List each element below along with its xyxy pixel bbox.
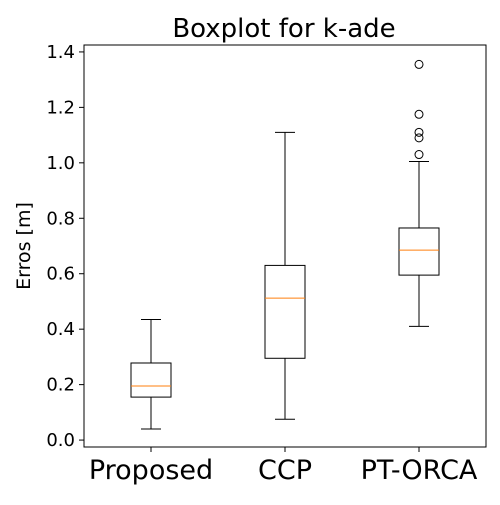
y-tick-label: 0.2 [46, 375, 75, 396]
box-iqr [130, 362, 172, 398]
chart-title: Boxplot for k-ade [172, 14, 395, 44]
outlier-point [414, 133, 424, 143]
y-tick-label: 1.4 [46, 42, 75, 63]
x-tick-label: CCP [258, 455, 312, 486]
x-tick-label: PT-ORCA [361, 455, 478, 486]
plot-area: 0.0 0.2 0.4 0.6 0.8 1.0 1.2 1.4 Proposed CCP PT-OR… [46, 42, 487, 486]
y-tick-label: 0.6 [46, 264, 75, 285]
y-tick-label: 0.0 [46, 430, 75, 451]
outlier-point [414, 150, 424, 160]
outlier-point [414, 109, 424, 119]
outlier-point [414, 59, 424, 69]
box-iqr [398, 227, 440, 276]
y-axis-label: Erros [m] [13, 202, 35, 290]
y-tick-label: 1.0 [46, 153, 75, 174]
y-tick-label: 0.8 [46, 208, 75, 229]
y-tick-label: 1.2 [46, 97, 75, 118]
y-tick-label: 0.4 [46, 319, 75, 340]
outlier-point [414, 127, 424, 137]
box-iqr [264, 264, 306, 359]
x-tick-label: Proposed [89, 455, 213, 486]
